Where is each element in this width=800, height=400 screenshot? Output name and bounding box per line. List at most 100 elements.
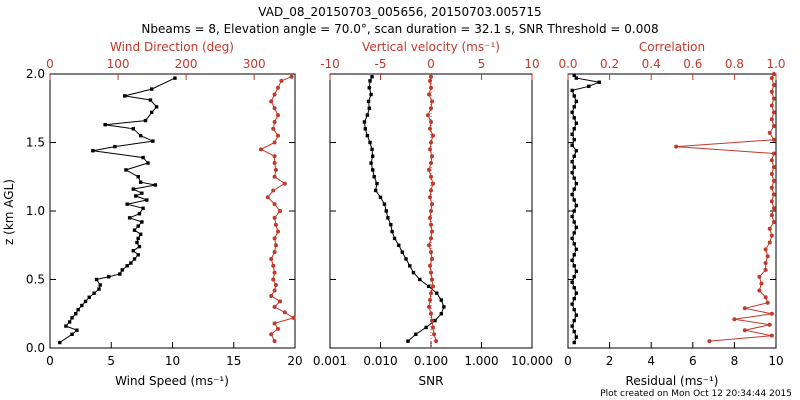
wind-wind-speed-line: [59, 77, 176, 343]
snr-snr-point: [370, 154, 375, 158]
residual-correlation-point: [769, 311, 774, 316]
snr-vertical-velocity-point: [431, 181, 436, 186]
residual-correlation-point: [769, 185, 774, 190]
snr-vertical-velocity-point: [429, 236, 433, 241]
snr-vertical-velocity-point: [430, 277, 435, 282]
snr-vertical-velocity-point: [427, 195, 432, 200]
wind-bottom-tick-label: 15: [226, 354, 241, 368]
residual-residual-point: [572, 94, 576, 98]
wind-wind-direction-point: [282, 181, 287, 186]
snr-vertical-velocity-point: [427, 215, 432, 220]
residual-residual-point: [570, 258, 574, 263]
wind-wind-speed-point: [107, 275, 111, 279]
residual-residual-point: [574, 291, 579, 295]
snr-vertical-velocity-point: [429, 311, 433, 316]
wind-wind-direction-point: [272, 250, 277, 255]
snr-snr-point: [406, 339, 410, 343]
wind-wind-speed-point: [131, 127, 135, 131]
wind-wind-direction-point: [273, 222, 278, 227]
snr-snr-point: [400, 250, 404, 254]
wind-wind-speed-point: [80, 303, 84, 308]
wind-wind-speed-point: [135, 240, 139, 245]
wind-wind-direction-point: [272, 154, 277, 159]
residual-residual-point: [572, 318, 576, 323]
residual-correlation-point: [771, 137, 776, 142]
residual-correlation-point: [769, 213, 774, 218]
wind-wind-direction-point: [272, 92, 277, 97]
y-tick-label: 0.0: [26, 341, 45, 355]
residual-correlation-point: [763, 267, 768, 272]
snr-vertical-velocity-point: [426, 304, 431, 309]
snr-snr-point: [375, 181, 379, 186]
residual-correlation-point: [732, 317, 737, 322]
snr-vertical-velocity-point: [429, 188, 433, 193]
snr-snr-point: [439, 298, 444, 302]
residual-residual-point: [587, 84, 591, 89]
residual-residual-point: [572, 176, 576, 180]
snr-snr-point: [442, 305, 446, 309]
snr-snr-point: [367, 106, 371, 110]
wind-wind-direction-point: [275, 326, 280, 331]
snr-vertical-velocity-point: [426, 92, 431, 97]
snr-snr-point: [418, 277, 422, 282]
residual-residual-point: [597, 80, 601, 84]
wind-wind-speed-point: [118, 272, 122, 276]
wind-wind-speed-point: [140, 191, 144, 195]
residual-residual-point: [570, 236, 574, 241]
wind-wind-speed-point: [87, 295, 91, 300]
residual-residual-point: [572, 165, 576, 169]
residual-correlation-point: [757, 274, 762, 279]
residual-residual-point: [572, 105, 576, 109]
wind-wind-direction-point: [272, 174, 277, 179]
residual-correlation-point: [771, 110, 776, 115]
wind-wind-direction-point: [275, 229, 280, 234]
residual-correlation-point: [767, 240, 772, 245]
snr-snr-point: [404, 257, 408, 261]
wind-wind-direction-point: [282, 310, 287, 315]
wind-wind-speed-point: [58, 340, 62, 345]
snr-snr-point: [369, 92, 373, 97]
wind-wind-speed-point: [148, 98, 153, 102]
residual-residual-point: [570, 110, 574, 115]
residual-residual-point: [572, 242, 576, 246]
residual-correlation-point: [674, 144, 679, 149]
snr-vertical-velocity-point: [427, 126, 432, 131]
wind-wind-speed-point: [67, 320, 72, 324]
snr-snr-point: [411, 270, 416, 275]
wind-wind-direction-point: [272, 119, 277, 124]
panel-wind: Wind Direction (deg) Wind Speed (ms⁻¹) 0…: [26, 40, 303, 388]
residual-correlation-point: [771, 124, 776, 129]
wind-wind-speed-point: [120, 268, 124, 272]
residual-residual-point: [570, 192, 574, 197]
residual-bottom-tick-label: 6: [689, 354, 697, 368]
snr-snr-point: [370, 168, 375, 172]
residual-correlation-point: [765, 254, 770, 259]
wind-top-tick-label: 0: [46, 57, 54, 71]
residual-correlation-point: [771, 96, 776, 101]
chart-title-line2: Nbeams = 8, Elevation angle = 70.0°, sca…: [141, 22, 658, 36]
snr-snr-point: [363, 127, 367, 131]
residual-bottom-tick-label: 10: [768, 354, 783, 368]
snr-vertical-velocity-point: [430, 318, 435, 323]
wind-wind-direction-point: [265, 195, 270, 200]
snr-vertical-velocity-point: [430, 256, 435, 261]
wind-frame: [49, 73, 296, 349]
wind-wind-speed-point: [136, 253, 140, 257]
snr-snr-point: [367, 86, 371, 90]
wind-wind-speed-point: [70, 316, 74, 320]
wind-wind-speed-point: [143, 118, 148, 123]
wind-wind-speed-point: [94, 277, 99, 282]
residual-correlation-point: [742, 306, 747, 311]
wind-wind-speed-point: [136, 224, 140, 228]
snr-snr-point: [368, 140, 372, 145]
residual-residual-point: [572, 307, 576, 312]
wind-wind-direction-point: [273, 167, 278, 172]
wind-wind-speed-point: [136, 175, 140, 179]
snr-snr-point: [435, 291, 439, 295]
residual-bottom-tick-label: 8: [731, 354, 739, 368]
wind-wind-speed-point: [140, 220, 144, 224]
wind-wind-direction-point: [275, 85, 280, 90]
residual-residual-point: [574, 225, 579, 230]
snr-vertical-velocity-point: [429, 106, 433, 111]
snr-snr-point: [392, 236, 397, 241]
